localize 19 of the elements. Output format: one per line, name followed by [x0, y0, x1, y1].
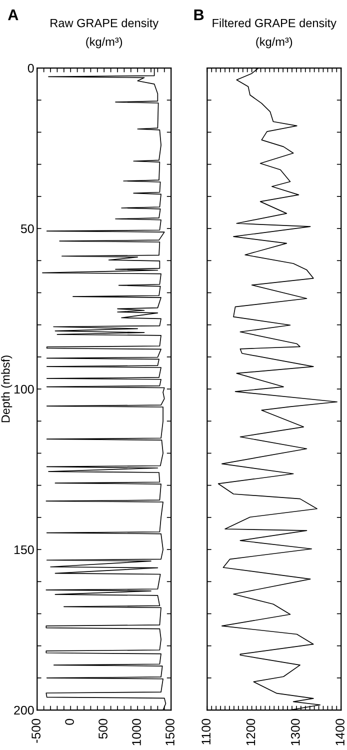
- text: B: [194, 10, 204, 20]
- y-tick-label: 100: [14, 384, 34, 394]
- y-axis-title: Depth (mbsf): [1, 356, 12, 422]
- x-tick-label: 1200: [246, 718, 256, 746]
- x-tick-label: 1400: [336, 718, 344, 746]
- x-tick-label: 1100: [202, 718, 211, 744]
- x-tick-label: 1300: [290, 718, 300, 746]
- y-tick-label: 50: [20, 224, 34, 234]
- y-tick-label: 0: [28, 64, 34, 73]
- y-tick-label: 200: [14, 706, 34, 715]
- x-tick-label: 1000: [132, 718, 141, 746]
- x-tick-label: 1500: [166, 718, 174, 746]
- text: A: [8, 10, 18, 20]
- x-tick-label: 0: [65, 718, 74, 725]
- y-tick-label: 150: [14, 545, 34, 554]
- chart-title: Raw GRAPE density (kg/m³): [50, 18, 159, 48]
- x-tick-label: 500: [98, 718, 108, 739]
- x-tick-label: -500: [32, 718, 40, 743]
- chart-title: Filtered GRAPE density (kg/m³): [212, 18, 336, 48]
